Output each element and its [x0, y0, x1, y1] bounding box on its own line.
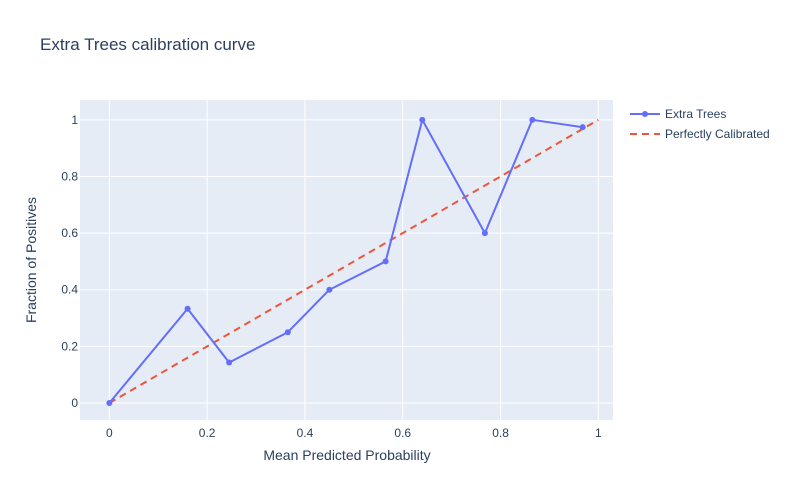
y-tick-label: 1: [71, 113, 78, 127]
extra-trees-point: [481, 230, 488, 237]
tick-labels: 0 0.2 0.4 0.6 0.8 1 0 0.2 0.4 0.6 0.8 1: [61, 113, 602, 440]
y-tick-label: 0.6: [61, 226, 78, 240]
x-tick-label: 0.6: [394, 426, 411, 440]
y-tick-label: 0: [71, 396, 78, 410]
y-tick-label: 0.4: [61, 283, 78, 297]
legend-label[interactable]: Perfectly Calibrated: [665, 127, 770, 141]
x-tick-label: 0.2: [199, 426, 216, 440]
x-axis-title: Mean Predicted Probability: [263, 447, 430, 463]
extra-trees-point: [184, 305, 191, 312]
series-layer: [106, 116, 599, 407]
extra-trees-line: [108, 118, 583, 404]
extra-trees-point: [529, 116, 536, 123]
legend-marker[interactable]: [642, 111, 648, 117]
extra-trees-point: [106, 400, 113, 407]
x-tick-label: 1: [595, 426, 602, 440]
x-tick-label: 0: [106, 426, 113, 440]
plot-area: [80, 100, 613, 420]
y-tick-label: 0.2: [61, 339, 78, 353]
chart-title: Extra Trees calibration curve: [40, 35, 255, 54]
legend[interactable]: Extra Trees Perfectly Calibrated: [630, 107, 770, 141]
extra-trees-point: [326, 286, 333, 293]
y-axis-title: Fraction of Positives: [23, 197, 39, 323]
grid-lines: [80, 100, 613, 420]
x-tick-label: 0.4: [297, 426, 314, 440]
extra-trees-point: [284, 329, 291, 336]
extra-trees-point: [419, 116, 426, 123]
y-tick-label: 0.8: [61, 169, 78, 183]
extra-trees-point: [226, 359, 233, 366]
x-tick-label: 0.8: [492, 426, 509, 440]
extra-trees-point: [382, 258, 389, 265]
legend-label[interactable]: Extra Trees: [665, 107, 726, 121]
extra-trees-point: [579, 124, 586, 131]
perfectly-calibrated-line: [108, 118, 599, 404]
